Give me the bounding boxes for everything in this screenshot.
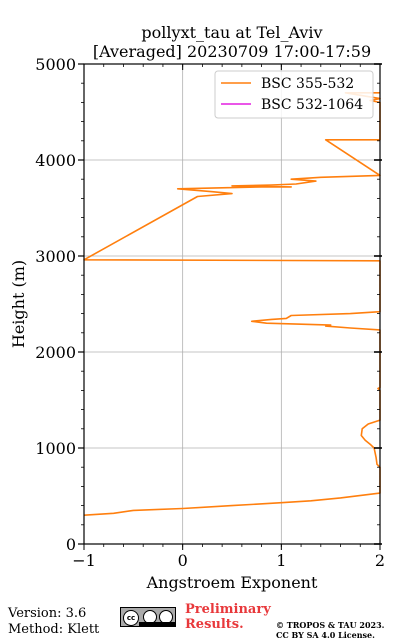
x-tick-label: 0 — [178, 551, 188, 570]
version-text: Version: 3.6 — [8, 606, 87, 621]
chart-title: pollyxt_tau at Tel_Aviv — [141, 23, 322, 42]
x-axis-label: Angstroem Exponent — [146, 573, 318, 592]
x-tick-label: 1 — [276, 551, 286, 570]
legend: BSC 355-532 BSC 532-1064 — [214, 70, 374, 119]
copyright-notice: © TROPOS & TAU 2023. CC BY SA 4.0 Licens… — [276, 620, 385, 640]
y-tick-label: 2000 — [35, 343, 76, 362]
y-tick-label: 3000 — [35, 247, 76, 266]
plot-area — [83, 92, 381, 516]
series-line-bsc-355-532 — [83, 92, 381, 516]
y-tick-label: 5000 — [35, 55, 76, 74]
cc-license-icon: cc — [120, 607, 176, 627]
plot-frame — [83, 63, 381, 545]
preliminary-notice: Preliminary Results. — [185, 602, 271, 632]
grid-lines — [84, 64, 380, 544]
x-tick-label: 2 — [375, 551, 385, 570]
legend-label-bsc-355-532: BSC 355-532 — [261, 76, 354, 92]
legend-label-bsc-532-1064: BSC 532-1064 — [261, 97, 363, 113]
y-tick-label: 4000 — [35, 151, 76, 170]
method-text: Method: Klett — [8, 622, 100, 637]
y-axis-label: Height (m) — [9, 260, 28, 348]
y-tick-label: 0 — [66, 535, 76, 554]
legend-box — [214, 70, 374, 119]
y-tick-label: 1000 — [35, 439, 76, 458]
x-tick-label: −1 — [72, 551, 96, 570]
footer-info: Version: 3.6 Method: Klett — [8, 606, 99, 638]
chart-subtitle: [Averaged] 20230709 17:00-17:59 — [93, 42, 371, 61]
chart-canvas: pollyxt_tau at Tel_Aviv [Averaged] 20230… — [9, 23, 385, 592]
